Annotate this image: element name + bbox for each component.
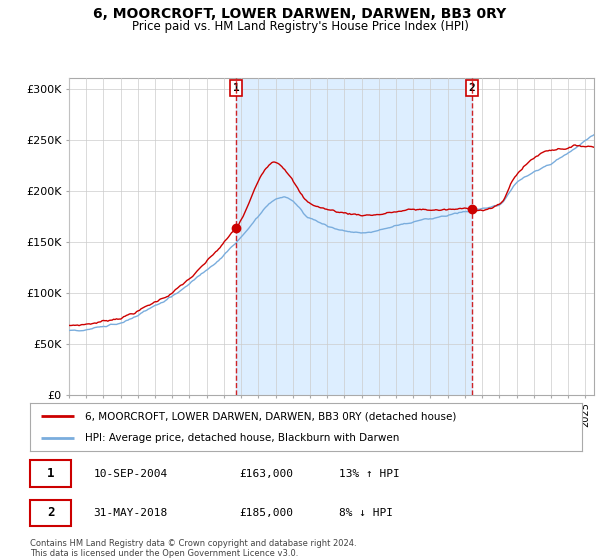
Text: Contains HM Land Registry data © Crown copyright and database right 2024.
This d: Contains HM Land Registry data © Crown c…: [30, 539, 356, 558]
Text: 2: 2: [47, 506, 55, 519]
FancyBboxPatch shape: [30, 460, 71, 487]
Text: 6, MOORCROFT, LOWER DARWEN, DARWEN, BB3 0RY: 6, MOORCROFT, LOWER DARWEN, DARWEN, BB3 …: [94, 7, 506, 21]
Text: 13% ↑ HPI: 13% ↑ HPI: [339, 469, 400, 479]
Text: £185,000: £185,000: [240, 508, 294, 518]
Text: HPI: Average price, detached house, Blackburn with Darwen: HPI: Average price, detached house, Blac…: [85, 433, 400, 443]
Bar: [236, 78, 472, 395]
FancyBboxPatch shape: [30, 500, 71, 526]
Text: 2: 2: [469, 83, 476, 93]
Text: 31-MAY-2018: 31-MAY-2018: [94, 508, 168, 518]
Text: 6, MOORCROFT, LOWER DARWEN, DARWEN, BB3 0RY (detached house): 6, MOORCROFT, LOWER DARWEN, DARWEN, BB3 …: [85, 411, 457, 421]
Text: 1: 1: [233, 83, 239, 93]
Text: £163,000: £163,000: [240, 469, 294, 479]
Text: Price paid vs. HM Land Registry's House Price Index (HPI): Price paid vs. HM Land Registry's House …: [131, 20, 469, 32]
Text: 10-SEP-2004: 10-SEP-2004: [94, 469, 168, 479]
Text: 1: 1: [47, 467, 55, 480]
Text: 8% ↓ HPI: 8% ↓ HPI: [339, 508, 393, 518]
